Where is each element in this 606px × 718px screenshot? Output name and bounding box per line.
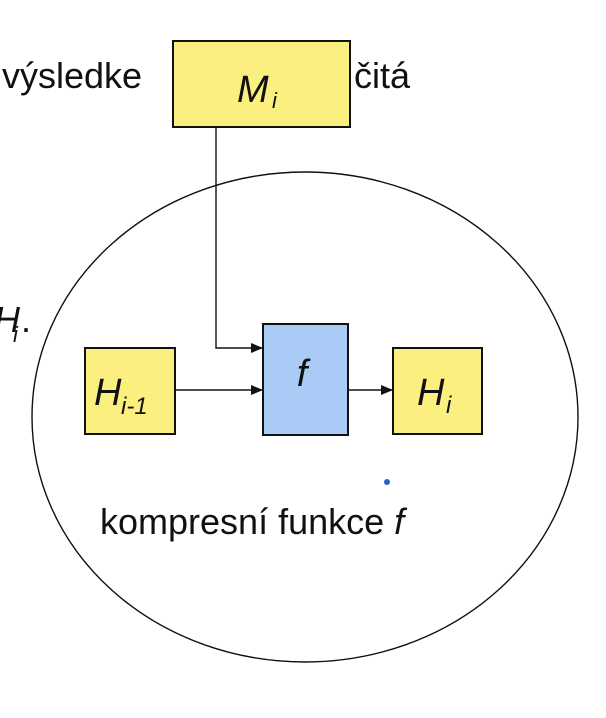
next-hash-block: H i bbox=[392, 347, 483, 435]
next-hash-block-subscript: i bbox=[446, 392, 452, 419]
function-block: f bbox=[262, 323, 349, 436]
diagram-caption-variable: f bbox=[394, 501, 408, 542]
slide-text-left-subscript: i bbox=[13, 322, 19, 347]
diagram-caption-text: kompresní funkce bbox=[100, 501, 394, 542]
message-block-subscript: i bbox=[272, 88, 278, 113]
prev-hash-block-box bbox=[84, 347, 176, 435]
function-block-box bbox=[262, 323, 349, 436]
next-hash-block-variable: H bbox=[417, 372, 445, 414]
function-block-label: f bbox=[297, 353, 311, 395]
next-hash-block-box bbox=[392, 347, 483, 435]
slide-text-top-left: výsledke bbox=[2, 55, 142, 96]
message-block-variable: M bbox=[237, 69, 269, 111]
prev-hash-block-subscript: i-1 bbox=[121, 393, 148, 420]
message-block: M i bbox=[172, 40, 351, 128]
compression-function-ellipse bbox=[31, 171, 579, 663]
diagram-caption: kompresní funkce f bbox=[100, 501, 408, 542]
prev-hash-block: H i-1 bbox=[84, 347, 176, 435]
message-to-function-arrow bbox=[215, 128, 263, 353]
pointer-dot bbox=[384, 479, 390, 485]
message-block-box bbox=[172, 40, 351, 128]
prev-hash-block-variable: H bbox=[94, 372, 122, 414]
slide-text-left-variable: H bbox=[0, 299, 21, 340]
slide-text-left-punct: . bbox=[21, 299, 31, 340]
slide-text-top-right: čitá bbox=[354, 55, 411, 96]
